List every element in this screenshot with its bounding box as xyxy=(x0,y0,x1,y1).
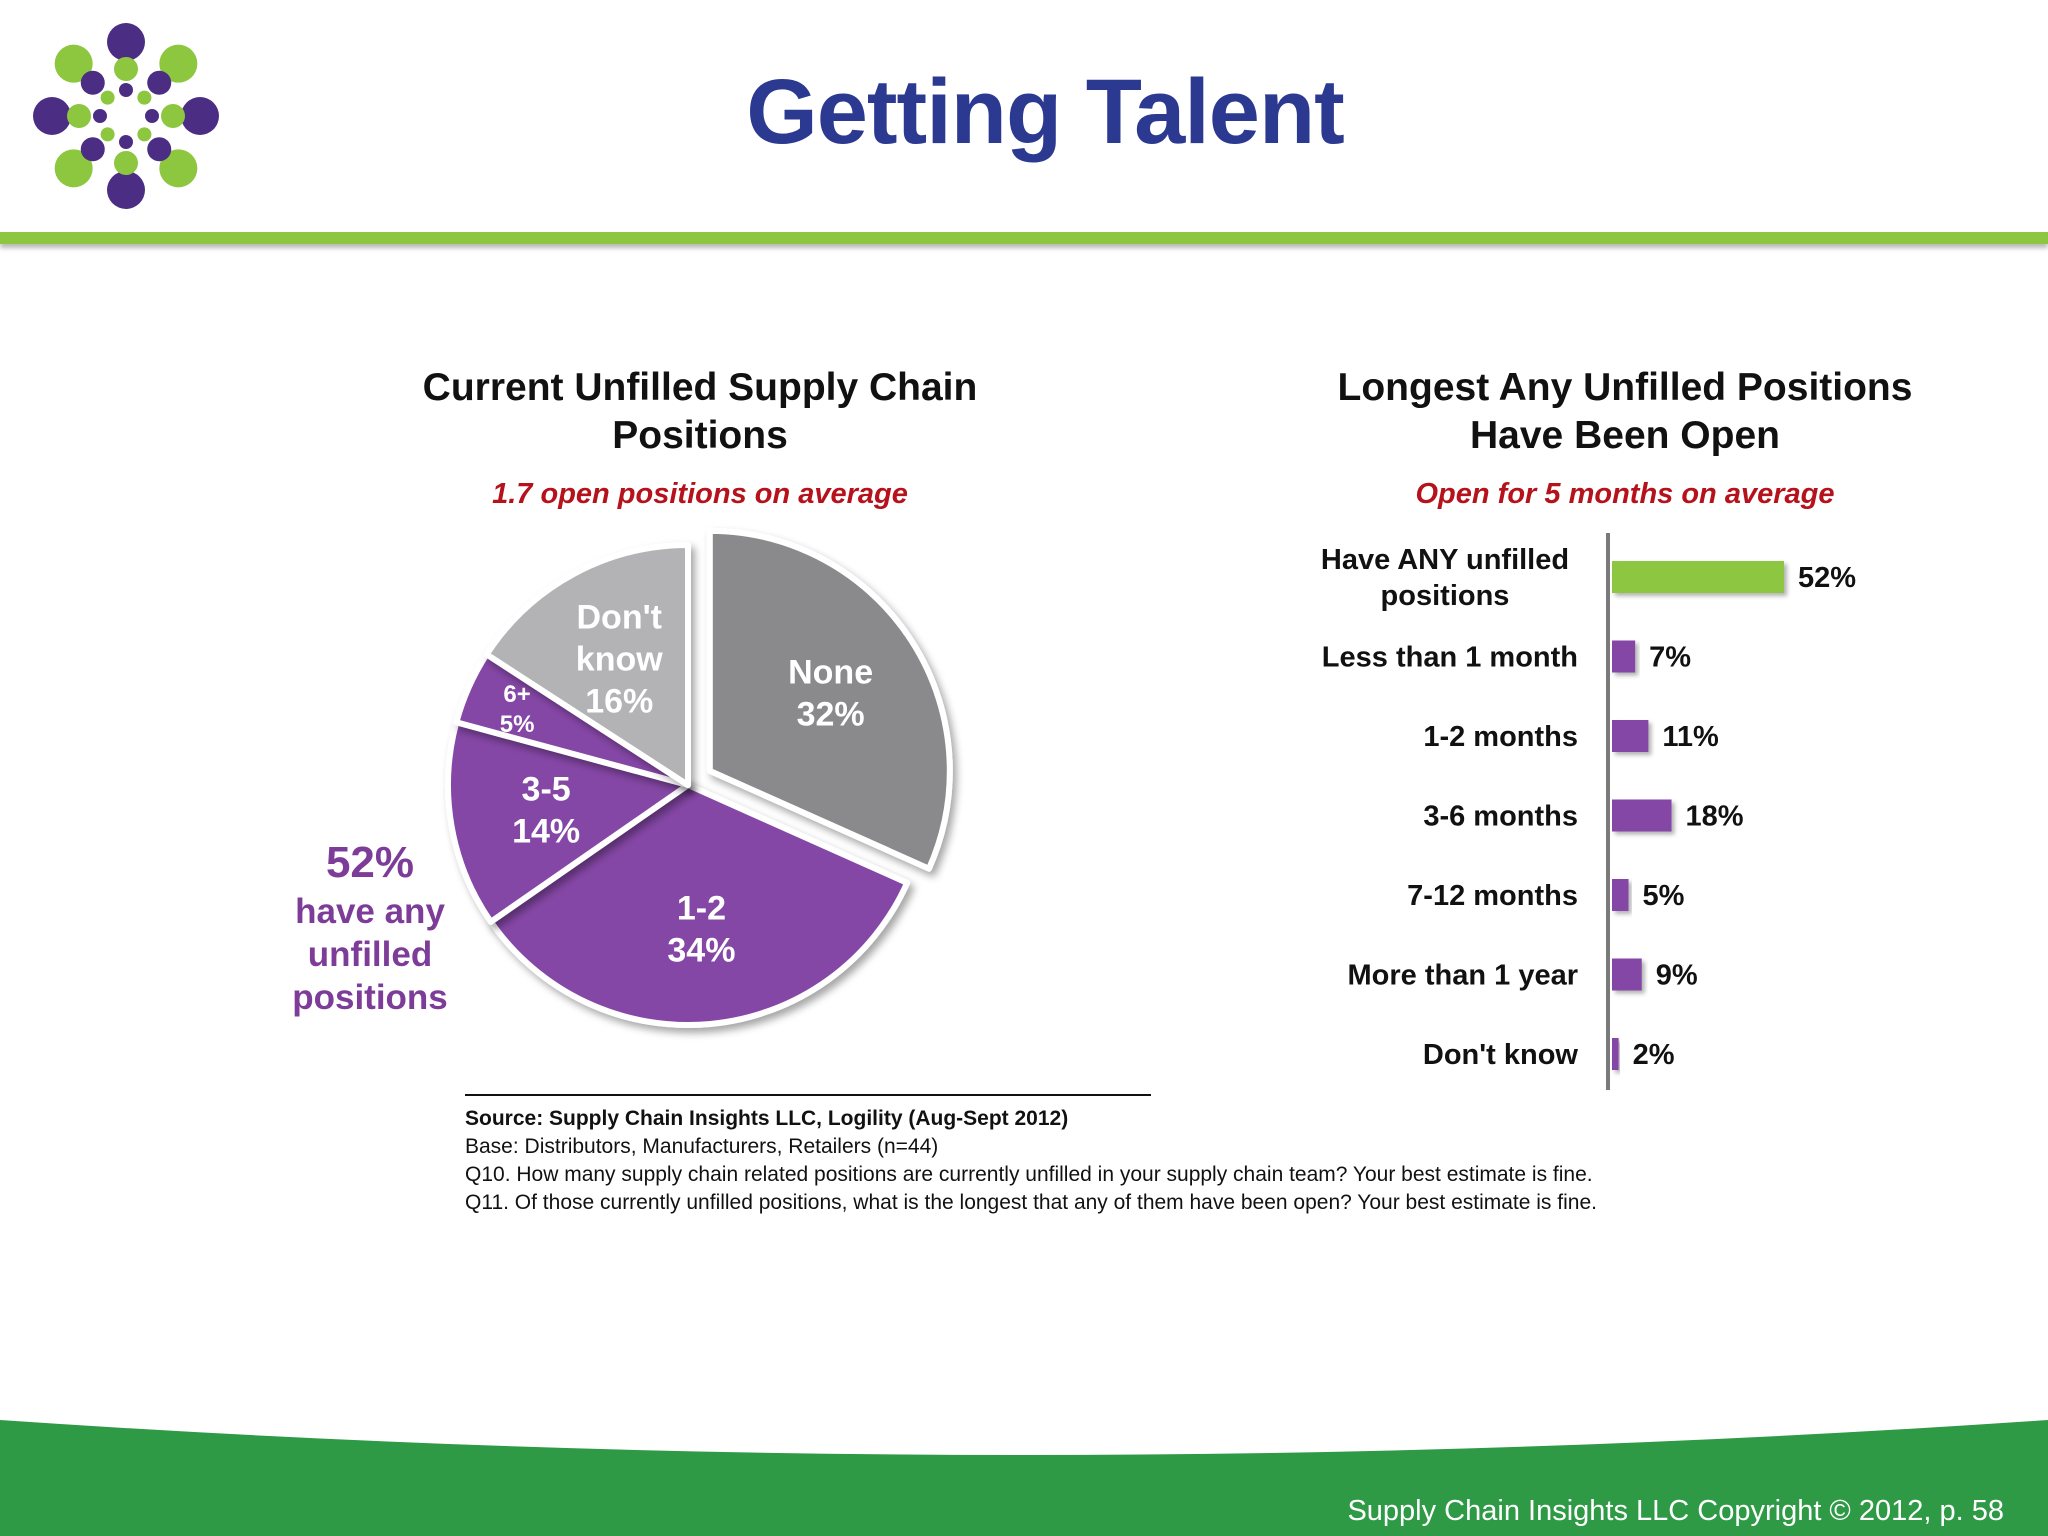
logo-dot xyxy=(159,149,198,188)
pie-annotation-line-3: positions xyxy=(292,978,448,1017)
logo-dot xyxy=(119,135,133,149)
dot-burst-logo-icon xyxy=(33,23,219,209)
bar-3 xyxy=(1612,799,1672,832)
pie-slice-0 xyxy=(706,527,953,872)
footnote-divider xyxy=(465,1094,1151,1096)
footer-band xyxy=(0,1420,2048,1536)
logo-dot xyxy=(145,109,159,123)
footnote-base: Base: Distributors, Manufacturers, Retai… xyxy=(465,1135,939,1158)
pie-annotation-line-1: have any xyxy=(295,892,445,931)
bar-category-label-2: 1-2 months xyxy=(1423,721,1578,753)
logo-dot xyxy=(67,104,91,128)
logo-dot xyxy=(114,57,138,81)
logo-dot xyxy=(54,149,93,188)
logo-dot xyxy=(80,137,105,162)
pie-annotation-text: have any unfilled positions xyxy=(270,890,470,1019)
logo-dot xyxy=(137,127,152,142)
pie-chart-subtitle: 1.7 open positions on average xyxy=(492,478,908,510)
logo-dot xyxy=(147,70,172,95)
bar-2 xyxy=(1612,720,1649,752)
logo-dot xyxy=(100,127,115,142)
bar-value-label-0: 52% xyxy=(1798,562,1856,594)
logo-dot xyxy=(93,109,107,123)
bar-chart-title-line-2: Have Been Open xyxy=(1470,414,1780,457)
logo-dot xyxy=(54,44,93,83)
bar-category-label-6: Don't know xyxy=(1423,1039,1579,1071)
logo-dot xyxy=(100,90,115,105)
bar-1 xyxy=(1612,640,1636,673)
logo-dot xyxy=(159,44,198,83)
pie-annotation: 52% have any unfilled positions xyxy=(270,836,470,1019)
logo-dot xyxy=(181,97,219,135)
pie-slice-4 xyxy=(483,542,691,788)
footer-copyright: Supply Chain Insights LLC Copyright © 20… xyxy=(1347,1495,2004,1527)
pie-slice-label-2: 3-5 14% xyxy=(512,770,580,850)
bar-chart-subtitle: Open for 5 months on average xyxy=(1415,478,1835,510)
pie-slice-label-1: 1-2 34% xyxy=(667,889,735,969)
pie-slice-1 xyxy=(487,782,911,1028)
bar-value-label-4: 5% xyxy=(1643,880,1685,912)
pie-slice-label-0: None 32% xyxy=(788,653,873,733)
logo-dot xyxy=(107,23,145,61)
pie-chart-title: Current Unfilled Supply Chain Positions xyxy=(380,364,1020,460)
bar-chart: 52% Have ANY unfilled positions 7% Less than… xyxy=(1321,533,1856,1090)
bar-value-label-5: 9% xyxy=(1656,960,1698,992)
pie-annotation-line-2: unfilled xyxy=(307,935,433,974)
pie-chart: None 32% 1-2 34% 3-5 14% 6+ 5% Don't know 16% xyxy=(445,527,953,1028)
pie-annotation-value: 52% xyxy=(325,838,415,887)
pie-slice-label-4: Don't know 16% xyxy=(576,598,663,720)
footnote-q11: Q11. Of those currently unfilled positio… xyxy=(465,1191,1597,1214)
pie-slice-2 xyxy=(445,719,691,925)
bar-category-label-3: 3-6 months xyxy=(1423,801,1578,833)
bar-value-label-6: 2% xyxy=(1633,1039,1675,1071)
bar-category-label-0: Have ANY unfilled positions xyxy=(1321,544,1569,612)
bar-4 xyxy=(1612,879,1629,911)
bar-category-label-5: More than 1 year xyxy=(1348,960,1578,992)
logo-dot xyxy=(137,90,152,105)
logo-dot xyxy=(119,83,133,97)
bar-category-label-4: 7-12 months xyxy=(1407,880,1578,912)
pie-chart-title-line-2: Positions xyxy=(612,414,788,457)
logo-dot xyxy=(114,151,138,175)
footnotes: Source: Supply Chain Insights LLC, Logil… xyxy=(465,1094,1965,1217)
pie-slice-label-3: 6+ 5% xyxy=(500,681,535,738)
bar-6 xyxy=(1612,1038,1619,1070)
bar-chart-title: Longest Any Unfilled Positions Have Been… xyxy=(1275,364,1975,460)
header-divider xyxy=(0,232,2048,244)
bar-value-label-2: 11% xyxy=(1662,721,1719,753)
pie-chart-title-line-1: Current Unfilled Supply Chain xyxy=(422,366,978,409)
logo-dot xyxy=(33,97,71,135)
bar-value-label-1: 7% xyxy=(1649,642,1691,674)
bar-chart-title-line-1: Longest Any Unfilled Positions xyxy=(1337,366,1913,409)
bar-value-label-3: 18% xyxy=(1686,801,1744,833)
bar-category-label-1: Less than 1 month xyxy=(1322,642,1578,674)
logo-dot xyxy=(80,70,105,95)
slide-title: Getting Talent xyxy=(746,61,1345,163)
footnote-q10: Q10. How many supply chain related posit… xyxy=(465,1163,1593,1186)
bar-5 xyxy=(1612,958,1642,991)
logo-dot xyxy=(147,137,172,162)
logo-dot xyxy=(161,104,185,128)
bar-0 xyxy=(1612,561,1784,593)
logo-dot xyxy=(107,171,145,209)
footnote-source: Source: Supply Chain Insights LLC, Logil… xyxy=(465,1107,1069,1130)
